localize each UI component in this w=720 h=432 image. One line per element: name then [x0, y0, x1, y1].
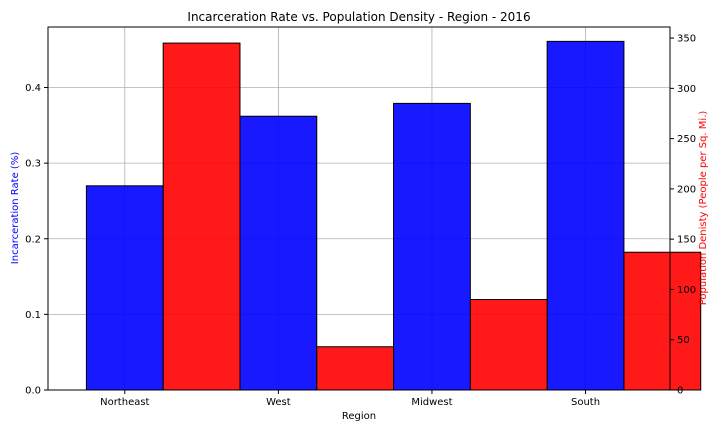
- y-right-tick-label: 350: [677, 34, 696, 45]
- bar-incarceration-rate: [239, 115, 318, 391]
- y-left-tick-label: 0.1: [25, 310, 41, 321]
- bar-population-density: [623, 251, 702, 391]
- y-right-tick-label: 150: [677, 235, 696, 246]
- y-right-tick-label: 100: [677, 285, 696, 296]
- x-tick-label: Northeast: [100, 397, 149, 408]
- x-tick-label: West: [266, 397, 291, 408]
- y-right-tick-label: 250: [677, 134, 696, 145]
- bar-incarceration-rate: [85, 185, 164, 391]
- x-axis: Northeast West Midwest South: [100, 390, 600, 408]
- bar-incarceration-rate: [546, 40, 625, 391]
- y-left-tick-label: 0.0: [25, 386, 41, 397]
- population-density-bars: [162, 42, 702, 391]
- bar-population-density: [469, 299, 548, 391]
- incarceration-rate-bars: [85, 40, 625, 391]
- y-axis-left: 0.0 0.1 0.2 0.3 0.4: [25, 83, 48, 397]
- bar-population-density: [316, 346, 395, 391]
- x-tick-label: South: [571, 397, 600, 408]
- bar-incarceration-rate: [393, 102, 471, 391]
- y-left-tick-label: 0.4: [25, 83, 41, 94]
- y-right-tick-label: 50: [677, 335, 690, 346]
- y-right-tick-label: 0: [677, 386, 683, 397]
- x-tick-label: Midwest: [411, 397, 452, 408]
- y-axis-left-label: Incarceration Rate (%): [10, 152, 21, 265]
- chart-title: Incarceration Rate vs. Population Densit…: [187, 10, 530, 24]
- y-left-tick-label: 0.2: [25, 234, 41, 245]
- bar-population-density: [162, 42, 241, 391]
- y-right-tick-label: 200: [677, 184, 696, 195]
- x-axis-label: Region: [342, 411, 376, 422]
- plot-frame: [47, 26, 671, 391]
- y-left-tick-label: 0.3: [25, 159, 41, 170]
- y-axis-right-label: Population Denisty (People per Sq. Mi.): [698, 111, 709, 306]
- y-right-tick-label: 300: [677, 84, 696, 95]
- y-axis-right: 0 50 100 150 200 250 300 350: [670, 34, 696, 397]
